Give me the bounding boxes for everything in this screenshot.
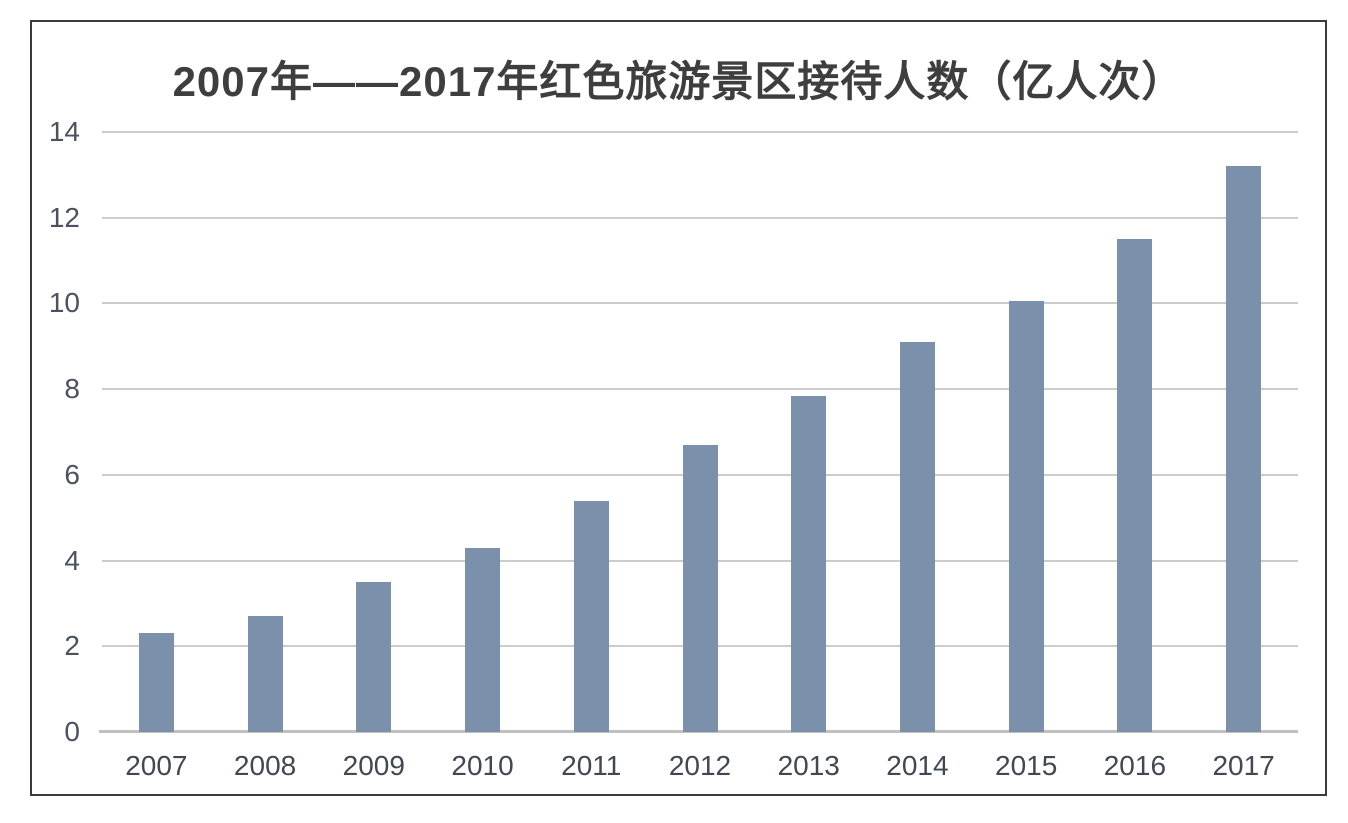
chart-title: 2007年——2017年红色旅游景区接待人数（亿人次） — [172, 58, 1185, 105]
x-tick-label-2010: 2010 — [451, 750, 514, 781]
y-tick-label-2: 2 — [64, 630, 80, 662]
gridline-y-8 — [102, 388, 1298, 391]
y-tick-label-4: 4 — [64, 544, 80, 576]
chart-frame: 2007年——2017年红色旅游景区接待人数（亿人次） 0 2 4 6 8 10 12 14 2… — [30, 20, 1327, 796]
bar-2017 — [1226, 166, 1262, 732]
bar-2007 — [138, 633, 174, 732]
x-tick-label-2017: 2017 — [1212, 750, 1275, 781]
bar-2008 — [247, 616, 283, 732]
y-tick-label-0: 0 — [64, 716, 80, 747]
x-tick-label-2007: 2007 — [125, 750, 188, 781]
x-tick-label-2011: 2011 — [561, 750, 622, 781]
bar-2014 — [899, 342, 935, 732]
x-tick-label-2014: 2014 — [886, 750, 949, 781]
y-tick-label-10: 10 — [48, 287, 80, 319]
y-tick-label-12: 12 — [48, 201, 80, 233]
x-tick-label-2016: 2016 — [1103, 750, 1167, 781]
plot-area: 0 2 4 6 8 10 12 14 2007 2008 2009 2010 2011 2012 2013 2… — [49, 116, 1298, 781]
bar-2012 — [682, 444, 718, 732]
x-tick-label-2013: 2013 — [777, 750, 840, 781]
bar-2009 — [356, 582, 392, 732]
bar-2016 — [1117, 239, 1153, 732]
bar-2013 — [791, 395, 827, 732]
gridline-y-12 — [102, 216, 1298, 219]
bar-2011 — [573, 500, 609, 732]
y-tick-label-14: 14 — [48, 116, 80, 147]
x-tick-label-2015: 2015 — [995, 750, 1058, 781]
bar-2015 — [1008, 301, 1044, 732]
gridline-y-14 — [102, 131, 1298, 133]
gridline-y-10 — [102, 302, 1298, 305]
x-tick-label-2009: 2009 — [342, 750, 405, 781]
bar-2010 — [465, 547, 501, 732]
y-tick-label-6: 6 — [64, 458, 80, 490]
y-tick-label-8: 8 — [64, 373, 80, 405]
x-tick-label-2008: 2008 — [233, 750, 297, 781]
x-tick-label-2012: 2012 — [668, 750, 732, 781]
